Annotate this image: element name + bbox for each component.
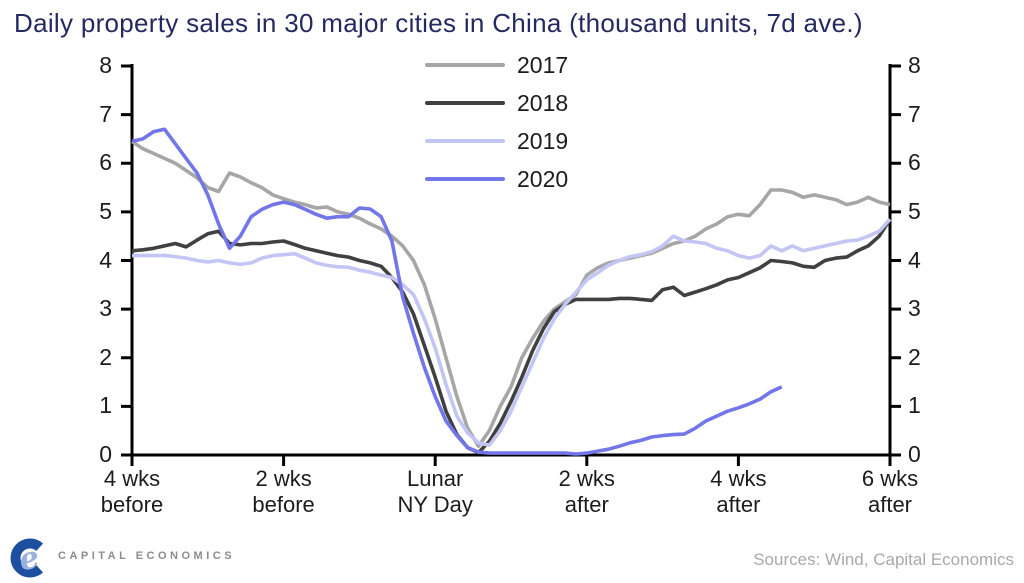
x-axis-tick-label: 4 wks after xyxy=(710,466,767,517)
legend-label: 2020 xyxy=(517,166,569,192)
x-axis-tick-label: 6 wks after xyxy=(861,466,919,517)
logo-wordmark: CAPITAL ECONOMICS xyxy=(58,550,236,562)
y-axis-tick-label: 3 xyxy=(99,295,112,322)
y-axis-tick-label: 3 xyxy=(908,295,921,322)
legend-label: 2019 xyxy=(517,128,569,154)
legend-swatch-icon xyxy=(425,63,505,67)
y-axis-tick-label: 0 xyxy=(99,441,112,467)
y-axis-tick-label: 5 xyxy=(99,197,112,224)
y-axis-tick-label: 5 xyxy=(908,197,921,224)
series-line-2020 xyxy=(131,127,783,456)
y-axis-tick-label: 7 xyxy=(99,100,112,127)
y-axis-tick-label: 0 xyxy=(908,441,921,467)
y-axis-tick-label: 7 xyxy=(908,100,921,127)
capital-economics-logo: e CAPITAL ECONOMICS xyxy=(8,536,308,580)
legend-swatch-icon xyxy=(425,177,505,181)
y-axis-tick-label: 4 xyxy=(99,246,112,273)
legend-label: 2018 xyxy=(517,90,569,116)
series-line-2019 xyxy=(132,218,892,448)
legend-swatch-icon xyxy=(425,101,505,105)
chart-title: Daily property sales in 30 major cities … xyxy=(14,8,863,38)
y-axis-tick-label: 8 xyxy=(908,52,921,78)
legend-label: 2017 xyxy=(517,52,569,78)
logo-c-arc xyxy=(10,538,44,578)
y-axis-tick-label: 1 xyxy=(99,392,112,419)
x-axis-tick-label: Lunar NY Day xyxy=(397,466,473,517)
y-axis-tick-label: 2 xyxy=(99,343,112,370)
y-axis-tick-label: 2 xyxy=(908,343,921,370)
y-axis-tick-label: 6 xyxy=(908,149,921,176)
y-axis-tick-label: 8 xyxy=(99,52,112,78)
series-line-2017 xyxy=(130,139,891,449)
y-axis-tick-label: 4 xyxy=(908,246,921,273)
x-axis-tick-label: 2 wks before xyxy=(252,466,315,517)
sources-note: Sources: Wind, Capital Economics xyxy=(753,550,1014,569)
logo-c-icon: e xyxy=(10,538,44,578)
y-axis-tick-label: 6 xyxy=(99,149,112,176)
legend-swatch-icon xyxy=(425,139,505,143)
x-axis-tick-label: 2 wks after xyxy=(558,466,615,517)
series-line-2018 xyxy=(131,218,892,455)
y-axis-tick-label: 1 xyxy=(908,392,921,419)
x-axis-tick-label: 4 wks before xyxy=(100,466,164,517)
